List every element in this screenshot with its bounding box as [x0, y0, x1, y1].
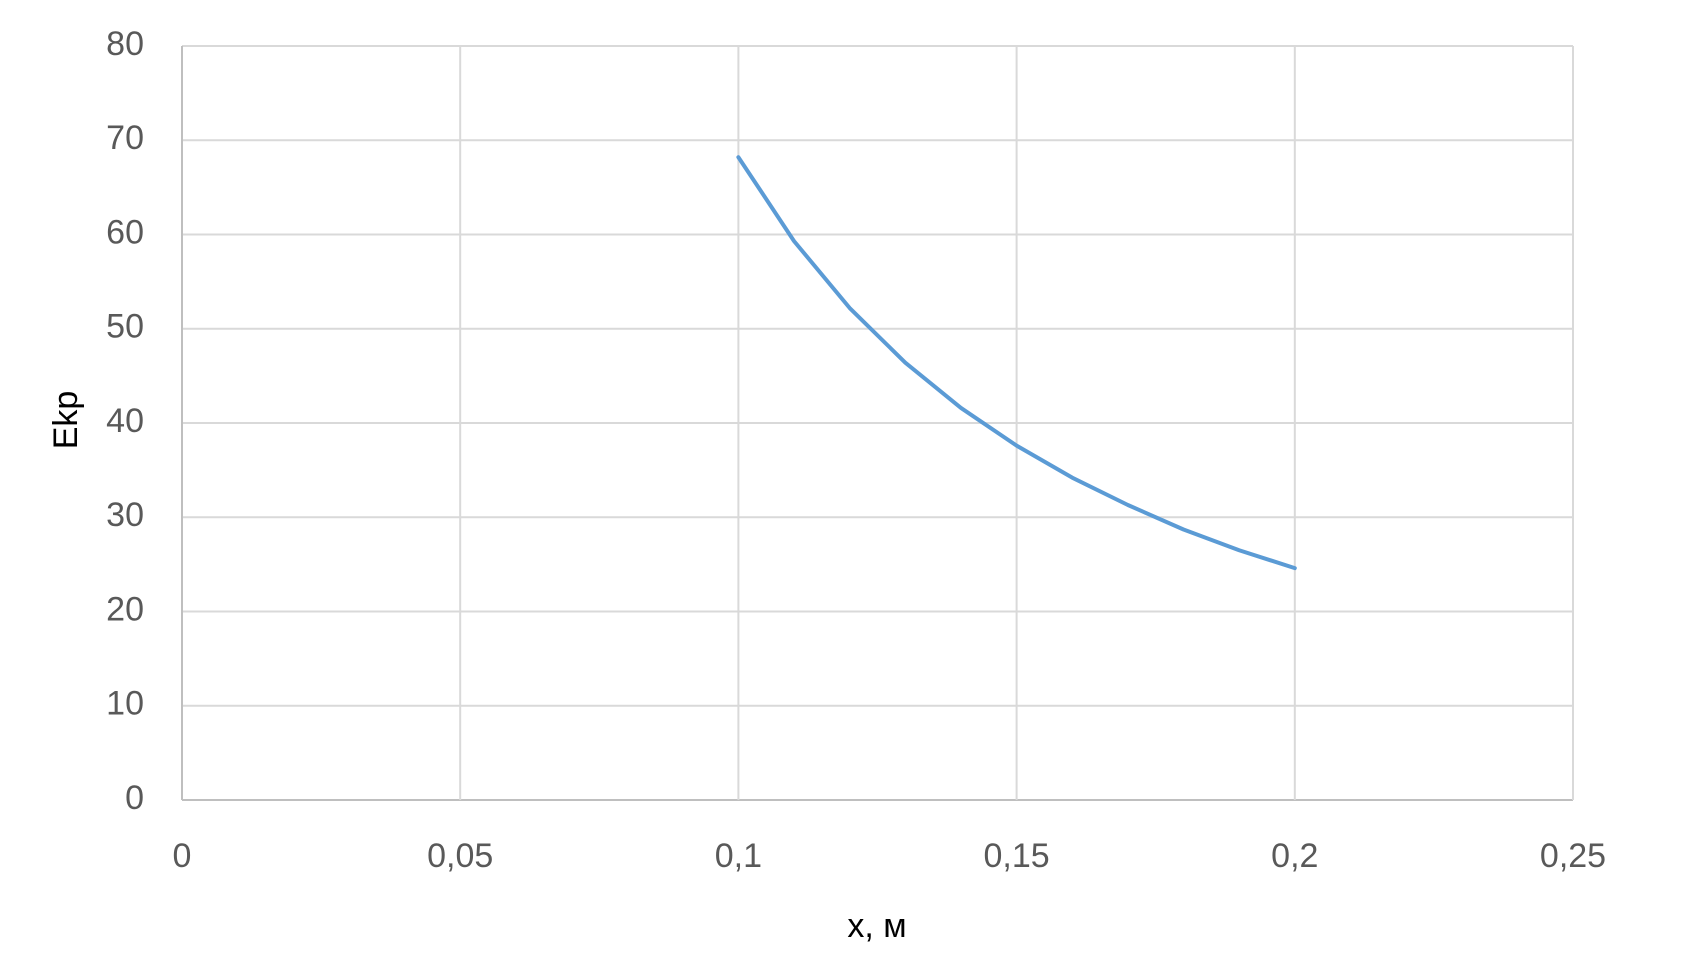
x-tick-label: 0,2: [1271, 837, 1318, 875]
y-axis-title: Ekp: [47, 391, 85, 450]
x-tick-label: 0,25: [1540, 837, 1606, 875]
y-tick-label: 30: [106, 496, 144, 534]
x-tick-label: 0,1: [715, 837, 762, 875]
x-tick-label: 0,15: [984, 837, 1050, 875]
data-line: [736, 155, 1297, 571]
y-tick-label: 50: [106, 308, 144, 346]
x-tick-label: 0: [173, 837, 192, 875]
y-tick-label: 0: [125, 779, 144, 817]
x-tick-label: 0,05: [427, 837, 493, 875]
y-tick-label: 20: [106, 590, 144, 628]
y-tick-label: 80: [106, 25, 144, 63]
y-tick-label: 10: [106, 685, 144, 723]
y-tick-label: 40: [106, 402, 144, 440]
y-tick-label: 60: [106, 213, 144, 251]
y-tick-label: 70: [106, 119, 144, 157]
x-axis-title: x, м: [847, 907, 906, 945]
